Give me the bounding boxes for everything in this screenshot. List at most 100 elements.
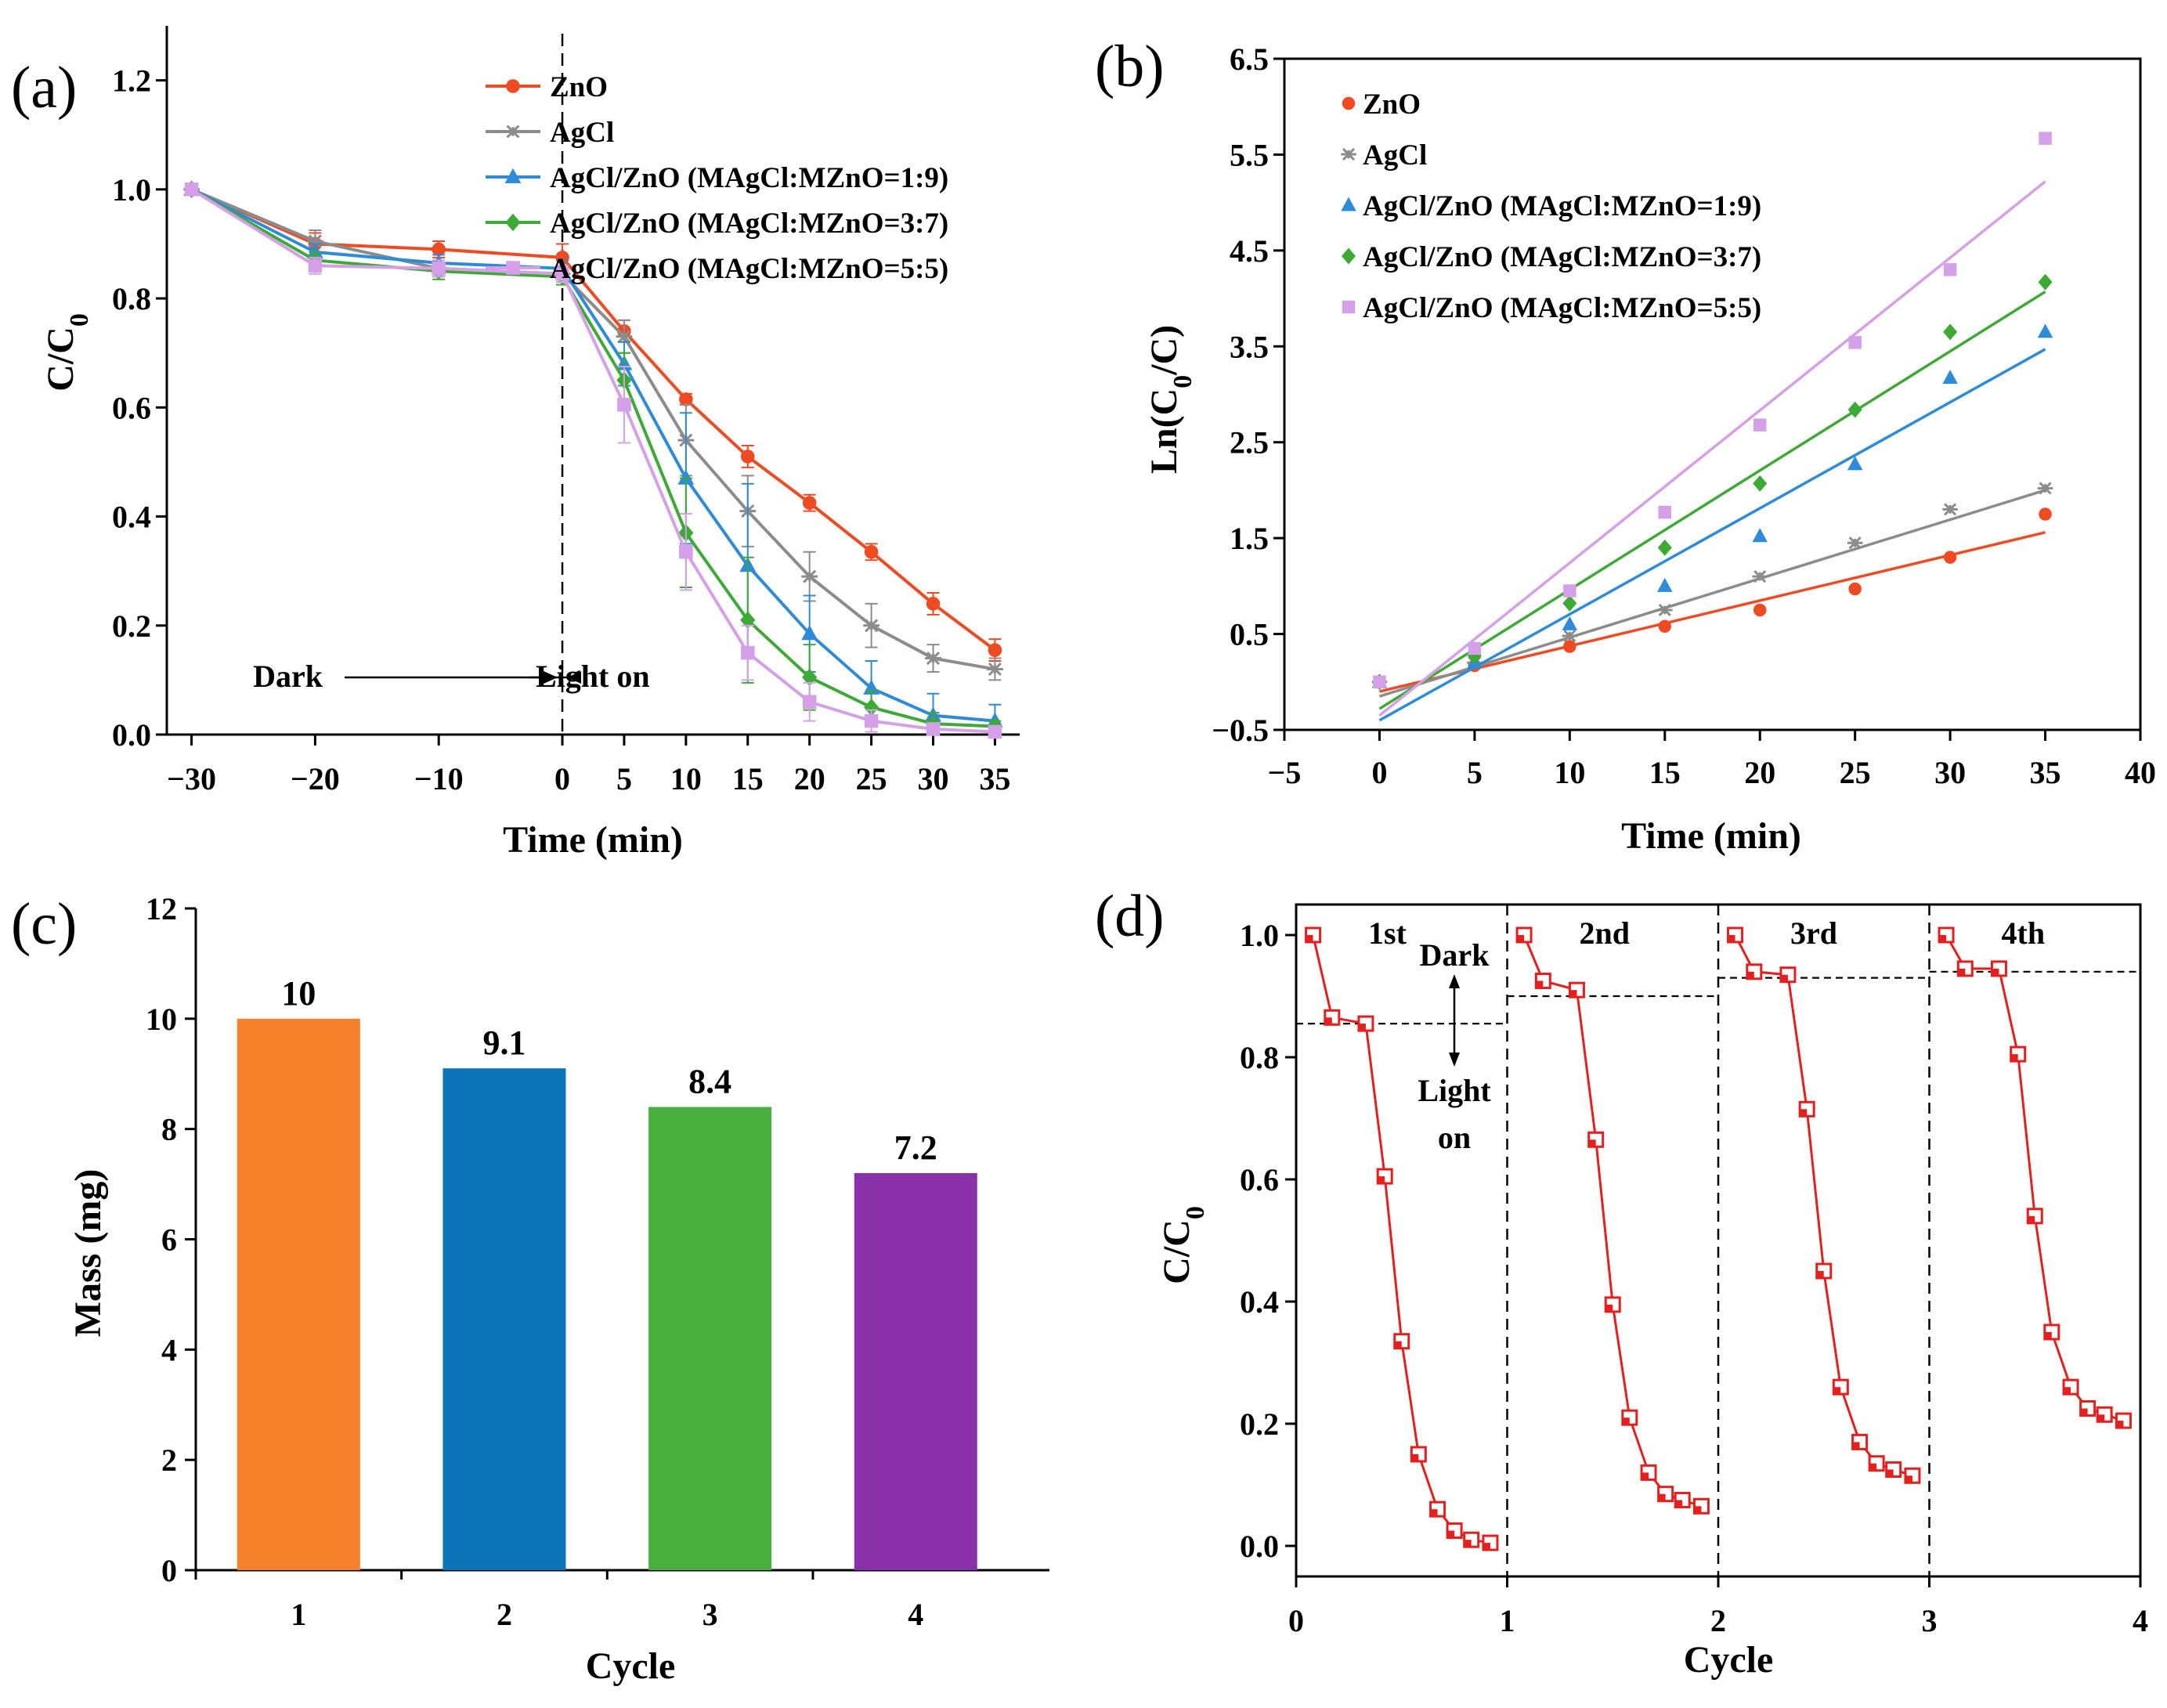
panel-b-legend-marker	[1341, 147, 1356, 161]
panel-b-ytick-label: 3.5	[1230, 329, 1269, 364]
panel-a-xtick-label: 25	[856, 761, 887, 796]
panel-c-bar-value: 7.2	[894, 1128, 937, 1167]
panel-a-point	[306, 234, 323, 248]
panel-a-point	[679, 544, 693, 559]
panel-b-point	[1468, 641, 1482, 655]
panel-a-point	[863, 619, 880, 633]
panel-c-xlabel: Cycle	[586, 1645, 676, 1687]
panel-b-point	[1848, 336, 1862, 349]
panel-a-point	[184, 182, 199, 197]
panel-d-point-fill	[1869, 1463, 1877, 1471]
panel-c-bar	[854, 1173, 977, 1570]
panel-c-plot: 0 2 4 6 8 10 12 10 1 9.1 2 8.4 3 7.2 4	[146, 891, 1049, 1632]
panel-b-legend-marker	[1342, 96, 1356, 110]
panel-b-point	[1563, 584, 1576, 598]
panel-b-legend-label: AgCl/ZnO (MAgCl:MZnO=5:5)	[1363, 292, 1761, 324]
panel-a-point	[925, 651, 941, 666]
panel-c: (c) 0 2 4 6 8 10 12 10 1 9.1 2 8.4 3 7.2 4 Cycle Mass …	[11, 891, 1049, 1687]
panel-d-point-fill	[1622, 1417, 1630, 1425]
panel-d-point-fill	[1852, 1442, 1860, 1450]
panel-b-xlabel: Time (min)	[1621, 815, 1801, 857]
panel-c-bar-value: 10	[281, 974, 316, 1013]
panel-b-ytick-label: −0.5	[1212, 713, 1269, 748]
panel-b-point	[1943, 263, 1957, 276]
panel-b-xtick-label: 20	[1744, 755, 1775, 790]
panel-a-ytick-label: 0.0	[112, 717, 151, 753]
panel-b-point	[1847, 401, 1862, 418]
panel-b-legend-marker	[1342, 247, 1356, 265]
panel-d-xtick-label: 3	[1922, 1603, 1938, 1638]
panel-d-point-fill	[1324, 1017, 1332, 1025]
panel-d-series-line	[1734, 934, 1913, 1477]
panel-c-xtick-label: 3	[702, 1597, 718, 1632]
panel-d-point-fill	[1569, 990, 1577, 998]
panel-b-label: (b)	[1095, 34, 1165, 99]
panel-d-point-fill	[1728, 935, 1735, 942]
panel-d-xtick-label: 2	[1710, 1603, 1726, 1638]
panel-d-series	[1296, 926, 1508, 1551]
panel-d-point-fill	[1800, 1109, 1808, 1117]
panel-a-point	[864, 698, 879, 717]
panel-a-point	[988, 643, 1002, 657]
panel-d-cycle-label: 1st	[1368, 915, 1407, 951]
panel-d-point-fill	[1992, 968, 1999, 976]
panel-d-series	[1929, 926, 2140, 1429]
panel-b-point	[1847, 536, 1863, 550]
panel-c-xtick-label: 4	[908, 1597, 923, 1632]
panel-d-series-line	[1945, 934, 2124, 1422]
panel-b-point	[1658, 505, 1672, 519]
panel-d-ytick-label: 0.8	[1240, 1040, 1279, 1075]
panel-a-series	[184, 182, 1002, 663]
panel-d-point-fill	[1358, 1024, 1366, 1031]
panel-a-legend-marker	[506, 79, 520, 93]
panel-d-point-fill	[1780, 974, 1788, 982]
panel-a-point	[988, 724, 1002, 739]
panel-d-point-fill	[1588, 1139, 1596, 1147]
panel-b-point	[2039, 507, 2052, 521]
panel-a-xtick-label: 0	[554, 761, 570, 796]
panel-b-xtick-label: 5	[1467, 755, 1483, 790]
panel-c-ylabel: Mass (mg)	[67, 1169, 109, 1338]
panel-a-legend: ZnO AgCl AgCl/ZnO (MAgCl:MZnO=1:9) AgCl/ZnO…	[486, 71, 948, 285]
panel-d-point-fill	[2097, 1414, 2105, 1422]
panel-b-point	[1753, 475, 1768, 492]
panel-c-label: (c)	[11, 891, 77, 957]
panel-b-point	[2038, 273, 2053, 291]
panel-b-ytick-label: 0.5	[1230, 617, 1269, 652]
panel-d-series-line	[1522, 934, 1702, 1508]
panel-b-point	[1562, 629, 1578, 643]
panel-d-point-fill	[2064, 1387, 2071, 1395]
panel-b-point	[1942, 370, 1958, 385]
panel-d-point-fill	[1886, 1469, 1894, 1477]
panel-c-bar	[442, 1068, 566, 1570]
panel-d-label: (d)	[1095, 883, 1165, 949]
panel-d-series	[1507, 926, 1718, 1515]
panel-b-xtick-label: 10	[1554, 755, 1585, 790]
panel-d-point-fill	[1675, 1500, 1683, 1508]
panel-c-bar-value: 9.1	[482, 1024, 525, 1062]
panel-a-point	[432, 261, 446, 276]
panel-b-xtick-label: 15	[1649, 755, 1681, 790]
panel-d-point-fill	[1378, 1176, 1385, 1184]
panel-c-ytick-label: 4	[161, 1332, 177, 1367]
panel-b: (b) −0.5 0.5 1.5 2.5 3.5 4.5 5.5 6.5 −5 0 5 10 15 20 2…	[1095, 34, 2156, 857]
panel-d-cycle-label: 4th	[2002, 915, 2046, 951]
panel-a-xtick-label: 5	[616, 761, 632, 796]
panel-d-point-fill	[1464, 1540, 1472, 1547]
panel-b-legend-label: ZnO	[1363, 88, 1421, 121]
panel-b-legend-label: AgCl	[1363, 139, 1427, 172]
panel-d-point-fill	[1833, 1387, 1841, 1395]
panel-d-ytick-label: 0.6	[1240, 1162, 1279, 1197]
panel-a-light-arrow-head	[567, 671, 582, 684]
panel-b-legend-marker	[1341, 197, 1356, 211]
panel-d-point-fill	[1411, 1454, 1419, 1461]
panel-a-point	[864, 713, 879, 728]
panel-b-legend-marker	[1342, 300, 1356, 314]
panel-b-point	[1753, 603, 1767, 617]
panel-d-cycle-label: 3rd	[1790, 915, 1837, 951]
panel-a-ytick-label: 1.0	[112, 172, 151, 208]
panel-b-series	[1373, 132, 2052, 717]
panel-a-legend-marker	[504, 168, 522, 183]
panel-d-point-fill	[2080, 1408, 2088, 1416]
panel-c-xtick-label: 2	[497, 1597, 512, 1632]
